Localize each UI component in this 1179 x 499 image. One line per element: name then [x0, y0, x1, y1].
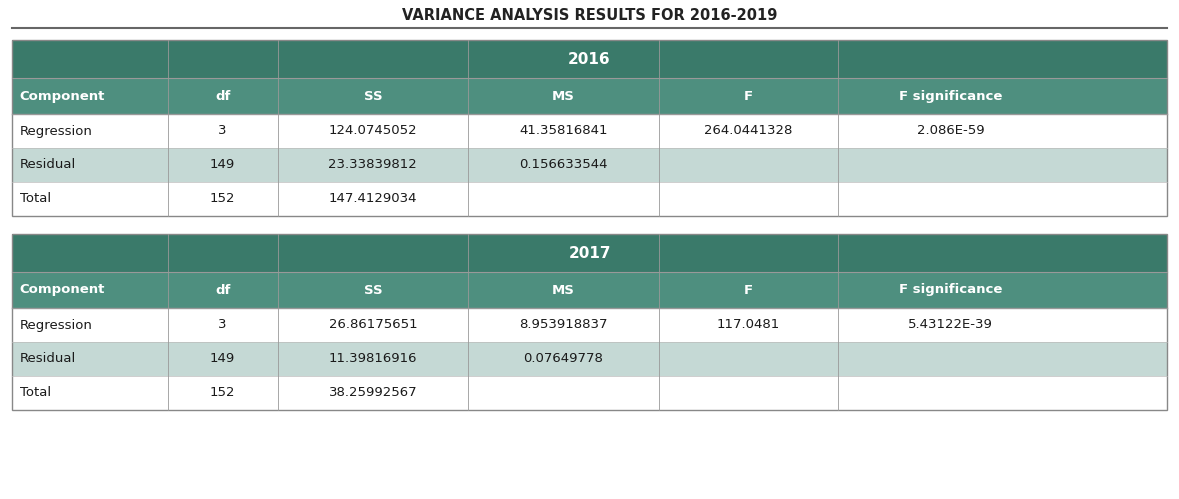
Text: SS: SS — [363, 89, 382, 102]
Bar — [12, 40, 1167, 78]
Text: 0.07649778: 0.07649778 — [523, 352, 604, 365]
Text: 152: 152 — [210, 193, 236, 206]
Text: F significance: F significance — [898, 283, 1002, 296]
Text: 2016: 2016 — [568, 51, 611, 66]
Text: 38.25992567: 38.25992567 — [329, 387, 417, 400]
Bar — [12, 78, 1167, 114]
Text: Residual: Residual — [20, 159, 75, 172]
Text: MS: MS — [552, 89, 575, 102]
Text: Residual: Residual — [20, 352, 75, 365]
Text: 124.0745052: 124.0745052 — [329, 124, 417, 138]
Bar — [12, 272, 1167, 308]
Text: 3: 3 — [218, 124, 226, 138]
Bar — [12, 148, 1167, 182]
Text: Regression: Regression — [20, 124, 93, 138]
Text: 149: 149 — [210, 159, 236, 172]
Text: VARIANCE ANALYSIS RESULTS FOR 2016-2019: VARIANCE ANALYSIS RESULTS FOR 2016-2019 — [402, 8, 777, 23]
Text: F: F — [744, 283, 753, 296]
Text: Total: Total — [20, 387, 51, 400]
Text: 117.0481: 117.0481 — [717, 318, 780, 331]
Text: 26.86175651: 26.86175651 — [329, 318, 417, 331]
Text: 149: 149 — [210, 352, 236, 365]
Text: 2017: 2017 — [568, 246, 611, 260]
Bar — [12, 308, 1167, 342]
Text: df: df — [215, 89, 230, 102]
Text: 3: 3 — [218, 318, 226, 331]
Bar — [12, 40, 1167, 216]
Text: 147.4129034: 147.4129034 — [329, 193, 417, 206]
Text: F: F — [744, 89, 753, 102]
Text: df: df — [215, 283, 230, 296]
Text: MS: MS — [552, 283, 575, 296]
Text: F significance: F significance — [898, 89, 1002, 102]
Text: Total: Total — [20, 193, 51, 206]
Text: SS: SS — [363, 283, 382, 296]
Bar — [12, 234, 1167, 410]
Bar — [12, 114, 1167, 148]
Text: 23.33839812: 23.33839812 — [329, 159, 417, 172]
Text: Component: Component — [20, 89, 105, 102]
Text: Component: Component — [20, 283, 105, 296]
Bar — [12, 182, 1167, 216]
Bar — [12, 342, 1167, 376]
Text: 2.086E-59: 2.086E-59 — [917, 124, 984, 138]
Text: 11.39816916: 11.39816916 — [329, 352, 417, 365]
Bar — [12, 376, 1167, 410]
Text: Regression: Regression — [20, 318, 93, 331]
Text: 152: 152 — [210, 387, 236, 400]
Bar — [12, 234, 1167, 272]
Text: 41.35816841: 41.35816841 — [519, 124, 607, 138]
Text: 264.0441328: 264.0441328 — [704, 124, 792, 138]
Text: 0.156633544: 0.156633544 — [519, 159, 607, 172]
Text: 5.43122E-39: 5.43122E-39 — [908, 318, 993, 331]
Text: 8.953918837: 8.953918837 — [519, 318, 607, 331]
